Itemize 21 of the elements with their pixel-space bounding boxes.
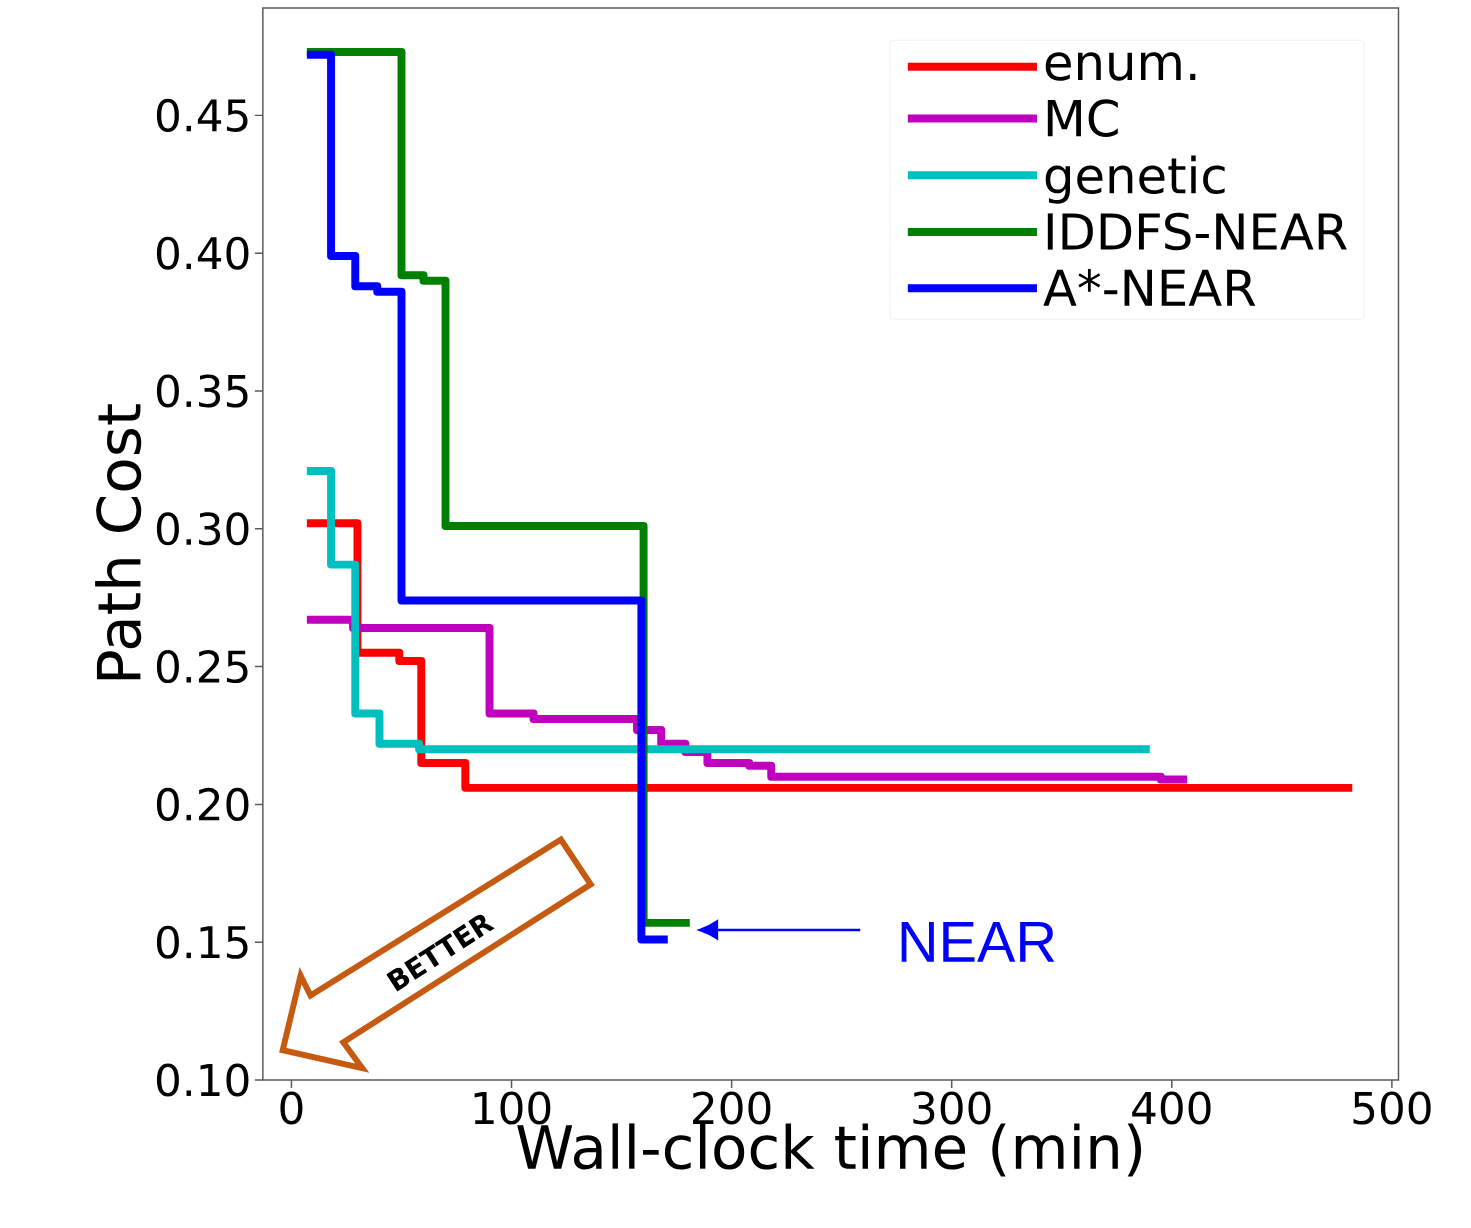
x-tick-label: 400 — [1132, 1091, 1211, 1125]
x-tick-label: 300 — [913, 1091, 991, 1125]
y-tick-label: 0.25 — [156, 650, 248, 684]
y-tick-label: 0.10 — [156, 1063, 249, 1097]
y-tick-label: 0.30 — [156, 512, 249, 546]
x-tick-label: 200 — [693, 1091, 771, 1125]
y-tick-label: 0.20 — [156, 787, 249, 821]
x-tick-label: 500 — [1353, 1091, 1431, 1125]
annotation: NEAR — [901, 922, 1055, 962]
legend-label: MC — [1047, 99, 1118, 137]
legend-label: IDDFS-NEAR — [1047, 212, 1347, 251]
x-tick-label: 100 — [474, 1091, 551, 1125]
y-tick-label: 0.40 — [156, 236, 249, 270]
y-tick-label: 0.35 — [156, 374, 248, 408]
y-axis-title: Path Cost — [95, 404, 142, 680]
y-tick-label: 0.45 — [156, 98, 248, 132]
legend-label: enum. — [1045, 52, 1196, 81]
x-tick-label: 0 — [280, 1091, 303, 1125]
legend-label: genetic — [1045, 155, 1225, 204]
y-tick-label: 0.15 — [156, 925, 248, 959]
legend-label: A*-NEAR — [1043, 268, 1256, 306]
